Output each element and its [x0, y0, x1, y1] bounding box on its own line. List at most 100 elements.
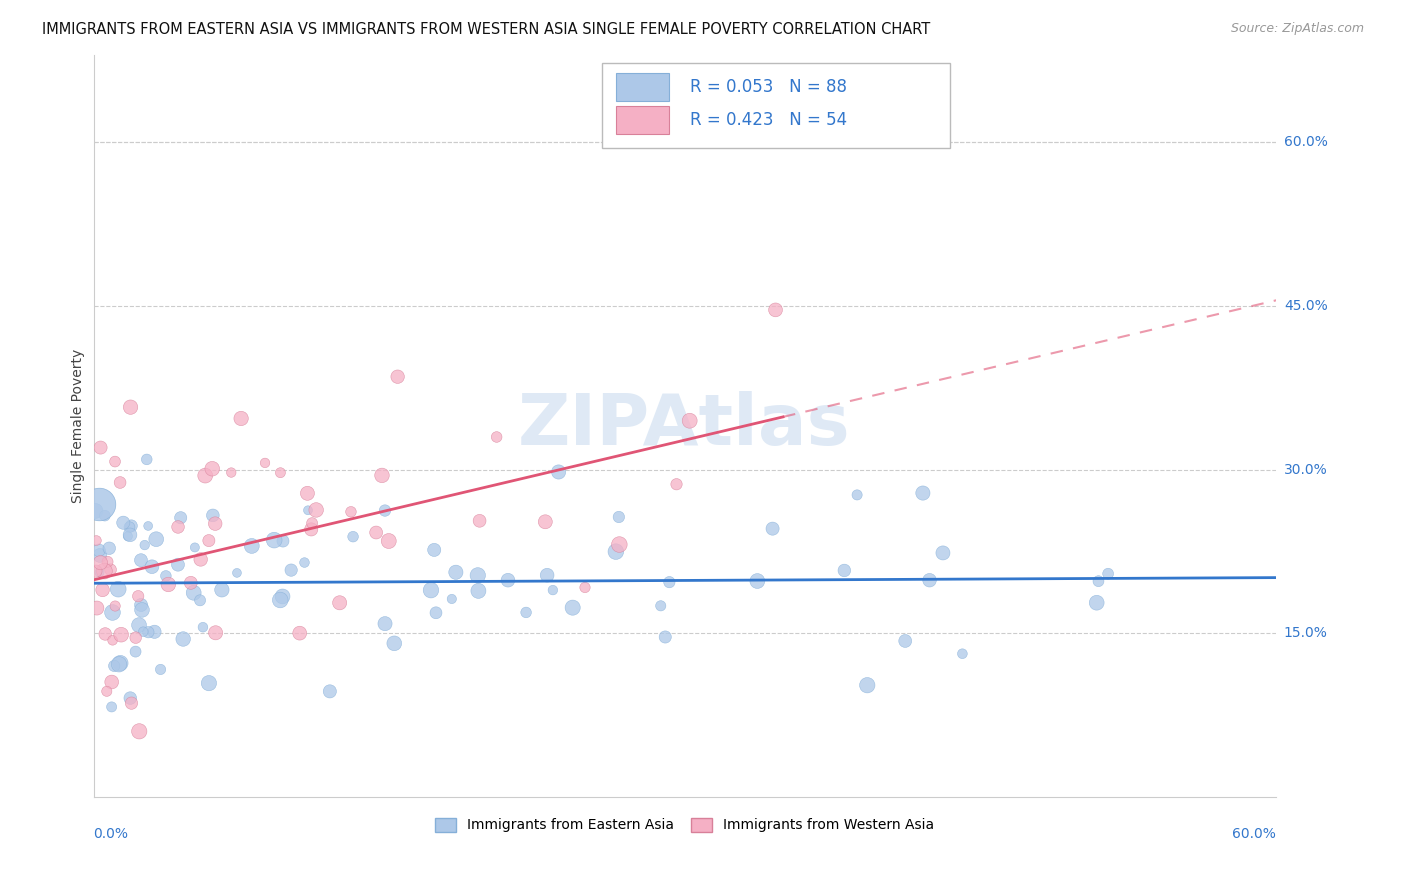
- Point: [167, 558, 190, 572]
- Point: [226, 566, 249, 580]
- Point: [118, 520, 141, 534]
- Point: [679, 414, 702, 428]
- Text: ZIPAtlas: ZIPAtlas: [519, 392, 851, 460]
- Point: [911, 486, 934, 500]
- Point: [319, 684, 342, 698]
- Point: [96, 684, 118, 698]
- Point: [104, 454, 127, 468]
- Point: [141, 559, 163, 574]
- Point: [127, 589, 149, 603]
- Point: [607, 510, 630, 524]
- Point: [138, 625, 160, 640]
- Point: [120, 400, 142, 414]
- Point: [536, 568, 558, 582]
- Point: [605, 544, 627, 558]
- Point: [90, 441, 112, 455]
- Point: [120, 518, 142, 533]
- Point: [846, 488, 869, 502]
- Point: [329, 596, 352, 610]
- Point: [134, 538, 156, 552]
- Point: [157, 577, 180, 591]
- Point: [297, 503, 319, 517]
- Point: [129, 553, 152, 567]
- Point: [374, 503, 396, 517]
- Point: [135, 452, 157, 467]
- Point: [100, 675, 122, 690]
- Text: 60.0%: 60.0%: [1284, 136, 1327, 149]
- Text: Source: ZipAtlas.com: Source: ZipAtlas.com: [1230, 22, 1364, 36]
- Point: [440, 591, 463, 606]
- Point: [96, 555, 118, 569]
- Point: [112, 516, 135, 530]
- Point: [371, 468, 394, 483]
- Point: [1085, 596, 1108, 610]
- Point: [918, 573, 941, 587]
- Point: [269, 593, 291, 607]
- Text: 15.0%: 15.0%: [1284, 626, 1327, 640]
- Point: [118, 528, 141, 542]
- FancyBboxPatch shape: [616, 73, 669, 101]
- Point: [269, 466, 291, 480]
- Point: [121, 696, 143, 710]
- Point: [136, 519, 159, 533]
- Point: [124, 644, 146, 658]
- Point: [271, 534, 294, 549]
- Point: [1097, 566, 1119, 581]
- Text: 60.0%: 60.0%: [1232, 827, 1275, 841]
- Point: [86, 533, 108, 548]
- Point: [387, 369, 409, 384]
- Point: [574, 581, 596, 595]
- Point: [89, 549, 111, 563]
- Point: [129, 598, 152, 612]
- Point: [143, 624, 166, 639]
- Point: [211, 582, 233, 597]
- Point: [894, 634, 917, 648]
- Point: [547, 465, 569, 479]
- Point: [761, 522, 783, 536]
- Point: [84, 564, 107, 578]
- Point: [229, 411, 252, 425]
- Point: [747, 574, 769, 588]
- Point: [89, 566, 111, 580]
- Point: [183, 586, 205, 600]
- Point: [180, 575, 202, 590]
- Point: [190, 552, 212, 566]
- Point: [201, 461, 224, 475]
- Text: 30.0%: 30.0%: [1284, 463, 1327, 476]
- Point: [84, 504, 107, 518]
- Point: [467, 568, 489, 582]
- FancyBboxPatch shape: [616, 106, 669, 135]
- Point: [107, 582, 129, 596]
- Point: [104, 599, 127, 613]
- Point: [240, 539, 263, 553]
- Point: [485, 430, 508, 444]
- Point: [1087, 574, 1109, 589]
- Point: [188, 593, 211, 607]
- Point: [93, 564, 115, 578]
- Point: [198, 676, 221, 690]
- Point: [377, 534, 399, 549]
- Point: [950, 647, 973, 661]
- Point: [280, 563, 302, 577]
- Point: [198, 533, 221, 548]
- Point: [856, 678, 879, 692]
- Text: R = 0.053   N = 88: R = 0.053 N = 88: [690, 78, 848, 96]
- Point: [515, 606, 537, 620]
- Point: [191, 620, 214, 634]
- Point: [650, 599, 672, 613]
- Point: [128, 724, 150, 739]
- Point: [420, 583, 443, 598]
- Y-axis label: Single Female Poverty: Single Female Poverty: [72, 349, 86, 503]
- Point: [86, 601, 108, 615]
- Point: [103, 659, 125, 673]
- Point: [297, 486, 319, 500]
- Point: [94, 627, 117, 641]
- Point: [101, 633, 124, 648]
- Point: [658, 575, 681, 590]
- FancyBboxPatch shape: [602, 62, 950, 148]
- Point: [110, 656, 132, 670]
- Point: [155, 569, 177, 583]
- Text: R = 0.423   N = 54: R = 0.423 N = 54: [690, 112, 848, 129]
- Point: [117, 529, 139, 543]
- Point: [89, 498, 111, 512]
